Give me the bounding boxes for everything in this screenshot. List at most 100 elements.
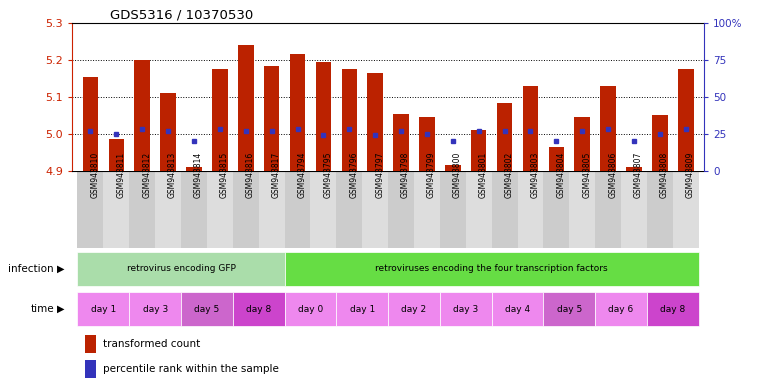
Text: GSM943802: GSM943802: [505, 152, 514, 198]
Bar: [135, 60, 150, 171]
Text: day 2: day 2: [402, 305, 427, 314]
Bar: [259, 171, 285, 248]
Bar: [388, 171, 414, 248]
Bar: [523, 86, 538, 171]
Text: GDS5316 / 10370530: GDS5316 / 10370530: [110, 8, 253, 21]
Bar: [78, 292, 129, 326]
Text: GSM943817: GSM943817: [272, 152, 281, 198]
Text: GSM943806: GSM943806: [608, 152, 617, 198]
Bar: [543, 171, 569, 248]
Bar: [621, 171, 647, 248]
Text: GSM943795: GSM943795: [323, 151, 333, 198]
Bar: [647, 171, 673, 248]
Bar: [440, 171, 466, 248]
Bar: [161, 93, 176, 171]
Text: day 8: day 8: [661, 305, 686, 314]
Text: day 4: day 4: [505, 305, 530, 314]
Text: GSM943798: GSM943798: [401, 152, 410, 198]
Bar: [549, 147, 564, 171]
Bar: [238, 45, 253, 171]
Bar: [362, 171, 388, 248]
Text: GSM943810: GSM943810: [91, 152, 100, 198]
Bar: [652, 116, 667, 171]
Bar: [414, 171, 440, 248]
Bar: [264, 66, 279, 171]
Bar: [595, 292, 647, 326]
Bar: [78, 171, 103, 248]
Text: ▶: ▶: [57, 304, 65, 314]
Bar: [595, 171, 621, 248]
Text: GSM943807: GSM943807: [634, 152, 643, 198]
Text: GSM943800: GSM943800: [453, 152, 462, 198]
Bar: [83, 77, 98, 171]
Text: day 5: day 5: [557, 305, 582, 314]
Bar: [492, 171, 517, 248]
Text: GSM943801: GSM943801: [479, 152, 488, 198]
Bar: [155, 171, 181, 248]
Text: GSM943808: GSM943808: [660, 152, 669, 198]
Text: GSM943794: GSM943794: [298, 151, 307, 198]
Text: GSM943812: GSM943812: [142, 152, 151, 198]
Text: GSM943811: GSM943811: [116, 152, 126, 198]
Text: day 0: day 0: [298, 305, 323, 314]
Text: GSM943797: GSM943797: [375, 151, 384, 198]
Bar: [336, 292, 388, 326]
Text: ▶: ▶: [57, 264, 65, 274]
Bar: [285, 252, 699, 286]
Bar: [440, 292, 492, 326]
Text: GSM943813: GSM943813: [168, 152, 177, 198]
Text: day 3: day 3: [453, 305, 479, 314]
Bar: [285, 171, 310, 248]
Bar: [285, 292, 336, 326]
Text: retrovirus encoding GFP: retrovirus encoding GFP: [126, 264, 235, 273]
Text: GSM943815: GSM943815: [220, 152, 229, 198]
Text: day 6: day 6: [609, 305, 634, 314]
Bar: [497, 103, 512, 171]
Bar: [673, 171, 699, 248]
Bar: [445, 166, 460, 171]
Bar: [492, 292, 543, 326]
Text: retroviruses encoding the four transcription factors: retroviruses encoding the four transcrip…: [375, 264, 608, 273]
Bar: [388, 292, 440, 326]
Text: GSM943816: GSM943816: [246, 152, 255, 198]
Bar: [129, 171, 155, 248]
Text: day 5: day 5: [194, 305, 219, 314]
Bar: [181, 292, 233, 326]
Bar: [419, 117, 435, 171]
Bar: [575, 117, 590, 171]
Bar: [103, 171, 129, 248]
Bar: [85, 335, 97, 353]
Text: day 1: day 1: [349, 305, 375, 314]
Bar: [85, 360, 97, 378]
Text: GSM943803: GSM943803: [530, 152, 540, 198]
Bar: [316, 62, 331, 171]
Text: GSM943805: GSM943805: [582, 152, 591, 198]
Bar: [212, 69, 228, 171]
Bar: [129, 292, 181, 326]
Text: GSM943796: GSM943796: [349, 151, 358, 198]
Bar: [678, 69, 693, 171]
Bar: [181, 171, 207, 248]
Text: day 8: day 8: [246, 305, 272, 314]
Bar: [109, 139, 124, 171]
Bar: [233, 171, 259, 248]
Bar: [471, 130, 486, 171]
Bar: [466, 171, 492, 248]
Text: percentile rank within the sample: percentile rank within the sample: [103, 364, 279, 374]
Bar: [186, 167, 202, 171]
Text: GSM943799: GSM943799: [427, 151, 436, 198]
Text: day 1: day 1: [91, 305, 116, 314]
Bar: [310, 171, 336, 248]
Bar: [393, 114, 409, 171]
Bar: [600, 86, 616, 171]
Text: GSM943804: GSM943804: [556, 152, 565, 198]
Text: day 3: day 3: [142, 305, 167, 314]
Text: time: time: [30, 304, 54, 314]
Bar: [543, 292, 595, 326]
Bar: [290, 55, 305, 171]
Bar: [569, 171, 595, 248]
Bar: [336, 171, 362, 248]
Text: transformed count: transformed count: [103, 339, 200, 349]
Bar: [517, 171, 543, 248]
Bar: [647, 292, 699, 326]
